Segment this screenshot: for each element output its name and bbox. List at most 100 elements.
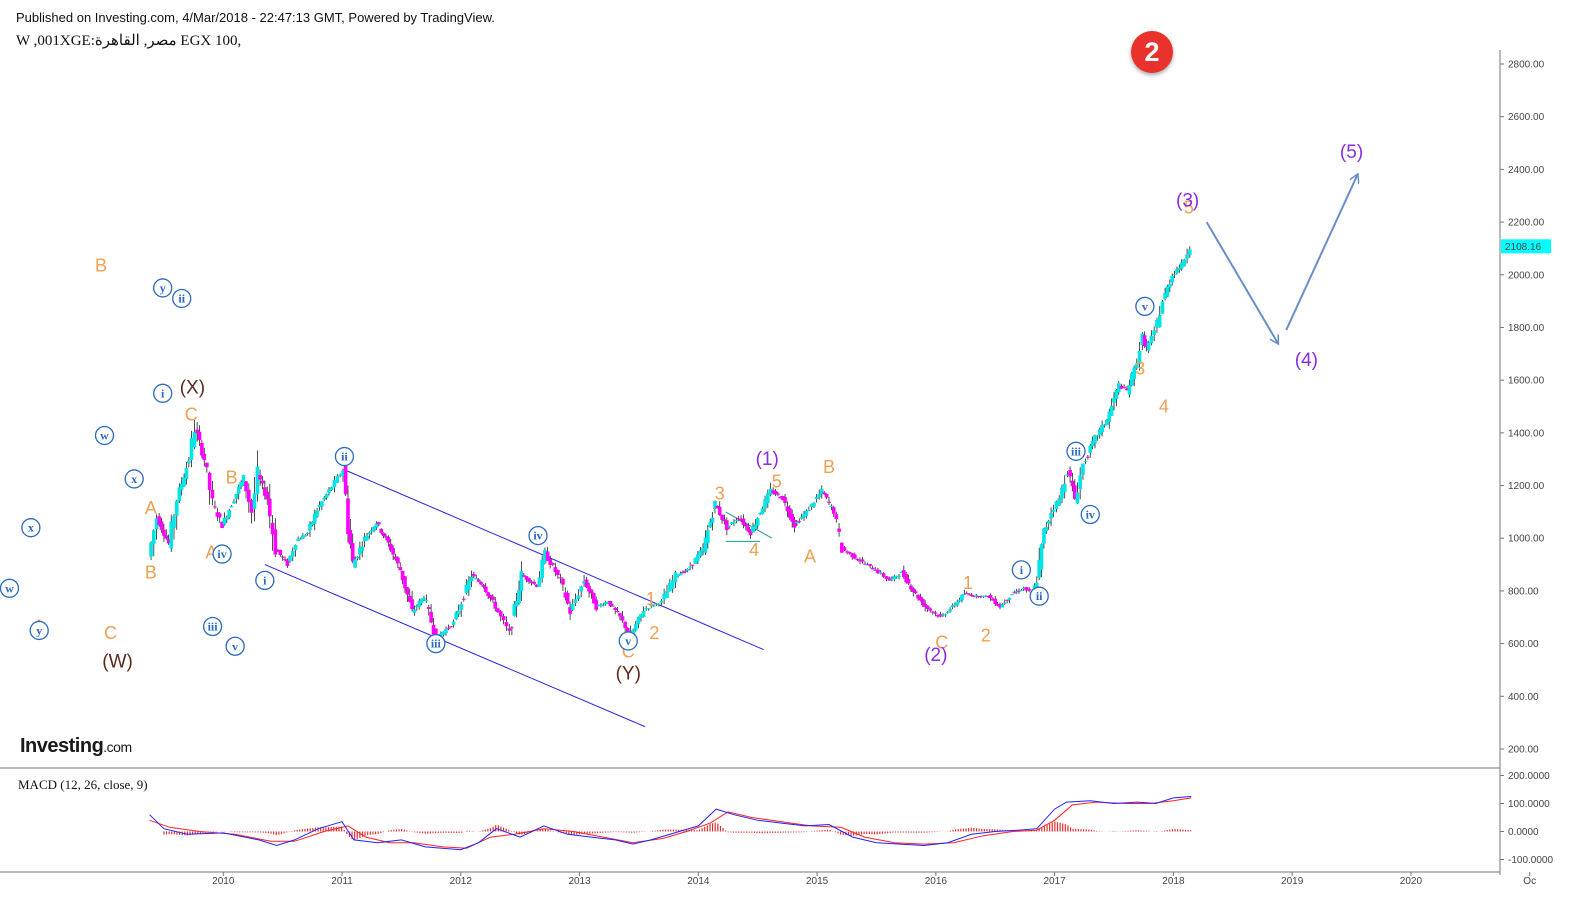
wave-label: 1	[646, 589, 656, 609]
price-bar-up	[236, 486, 241, 494]
cycle-wave-label: (Y)	[616, 664, 641, 685]
minor-wave-label: v	[1142, 299, 1148, 313]
macd-tick-label: 200.0000	[1508, 771, 1550, 782]
price-bar-up	[1044, 527, 1049, 531]
price-bar-up	[422, 598, 426, 600]
price-bar-down	[792, 519, 797, 528]
x-tick-label: 2019	[1281, 876, 1304, 887]
price-bar-up	[1037, 559, 1041, 578]
wave-label: 2	[981, 626, 991, 646]
price-bar-down	[400, 570, 405, 581]
x-tick-label: 2015	[806, 876, 829, 887]
minor-wave-circle	[1135, 296, 1155, 317]
price-bar-up	[288, 556, 292, 562]
price-bar-down	[824, 493, 829, 498]
minor-wave-circle	[225, 636, 245, 656]
price-bar-up	[1155, 319, 1159, 328]
price-bar-up	[766, 493, 770, 504]
price-bar-down	[744, 523, 748, 527]
price-bar-up	[335, 476, 340, 483]
price-bar-up	[652, 605, 656, 607]
price-bar-down	[510, 627, 514, 629]
price-bar-up	[169, 521, 174, 549]
minor-wave-label: y	[36, 623, 42, 637]
macd-tick-label: 0.0000	[1508, 827, 1539, 838]
price-bar-down	[498, 611, 503, 617]
price-bar-up	[417, 601, 422, 608]
price-bar-down	[720, 514, 724, 520]
price-bar-up	[668, 582, 672, 592]
price-bar-down	[936, 614, 940, 617]
price-bar-up	[1172, 273, 1177, 275]
x-tick-label: 2018	[1162, 876, 1185, 887]
price-bar-up	[974, 595, 979, 597]
y-tick-label: 1800.00	[1508, 323, 1545, 334]
price-bar-down	[1086, 456, 1090, 458]
price-bar-up	[358, 547, 362, 555]
price-bar-down	[384, 536, 388, 538]
price-bar-down	[396, 557, 400, 564]
price-bar-down	[563, 592, 568, 598]
price-bar-up	[1168, 284, 1172, 288]
cycle-wave-label: (W)	[102, 652, 133, 673]
price-bar-down	[263, 487, 267, 496]
price-bar-up	[662, 593, 666, 600]
price-bar-up	[1060, 487, 1064, 499]
price-bar-down	[213, 506, 217, 508]
x-tick-label: 2012	[450, 876, 473, 887]
price-bar-down	[265, 491, 270, 500]
price-bar-down	[618, 613, 622, 617]
price-bar-up	[372, 526, 376, 531]
minor-wave-label: iv	[533, 529, 542, 543]
price-bar-down	[280, 556, 285, 558]
price-bar-up	[172, 516, 176, 528]
price-bar-down	[608, 600, 613, 607]
x-tick-label: 2017	[1044, 876, 1067, 887]
cycle-wave-label: (1)	[756, 449, 779, 470]
price-bar-up	[1065, 474, 1070, 476]
wave-label: C	[185, 404, 198, 424]
price-bar-down	[909, 585, 913, 590]
price-bar-up	[298, 538, 303, 540]
price-bar-up	[1177, 267, 1182, 270]
price-bar-up	[713, 501, 717, 510]
price-bar-down	[725, 520, 729, 531]
y-tick-label: 800.00	[1508, 586, 1539, 597]
price-bar-up	[1081, 463, 1085, 476]
price-bar-down	[938, 614, 943, 617]
price-bar-up	[685, 568, 690, 571]
price-bar-up	[174, 500, 179, 516]
triangle-upper-line	[725, 511, 773, 539]
minor-wave-circle	[618, 631, 638, 651]
price-bar-up	[633, 624, 638, 631]
price-bar-down	[594, 599, 598, 610]
price-bar-down	[166, 538, 171, 544]
price-bar-down	[534, 584, 539, 587]
price-bar-up	[1100, 424, 1104, 433]
price-bar-down	[840, 542, 844, 553]
price-bar-up	[305, 532, 310, 534]
price-bar-down	[881, 573, 886, 577]
price-bar-down	[913, 591, 918, 594]
price-bar-down	[461, 598, 466, 600]
price-bar-up	[1149, 335, 1154, 344]
price-bar-down	[986, 595, 990, 597]
channel-lower-line	[264, 564, 646, 728]
price-bar-up	[540, 559, 544, 579]
y-tick-label: 200.00	[1508, 745, 1539, 756]
x-tick-label: 2016	[925, 876, 948, 887]
price-bar-up	[469, 576, 474, 582]
price-bar-up	[1170, 275, 1175, 283]
logo-main: Investing	[20, 735, 104, 757]
price-bar-up	[768, 488, 773, 495]
wave-label: B	[823, 457, 835, 477]
x-tick-label: Oc	[1523, 876, 1536, 887]
projection-arrow-down	[1205, 221, 1278, 343]
price-bar-down	[386, 537, 391, 543]
price-bar-up	[1021, 588, 1026, 590]
wave-label: 5	[772, 472, 782, 492]
price-bar-up	[579, 586, 584, 592]
price-bar-down	[623, 621, 627, 629]
minor-wave-circle	[1011, 560, 1032, 580]
x-tick-label: 2011	[331, 876, 353, 887]
